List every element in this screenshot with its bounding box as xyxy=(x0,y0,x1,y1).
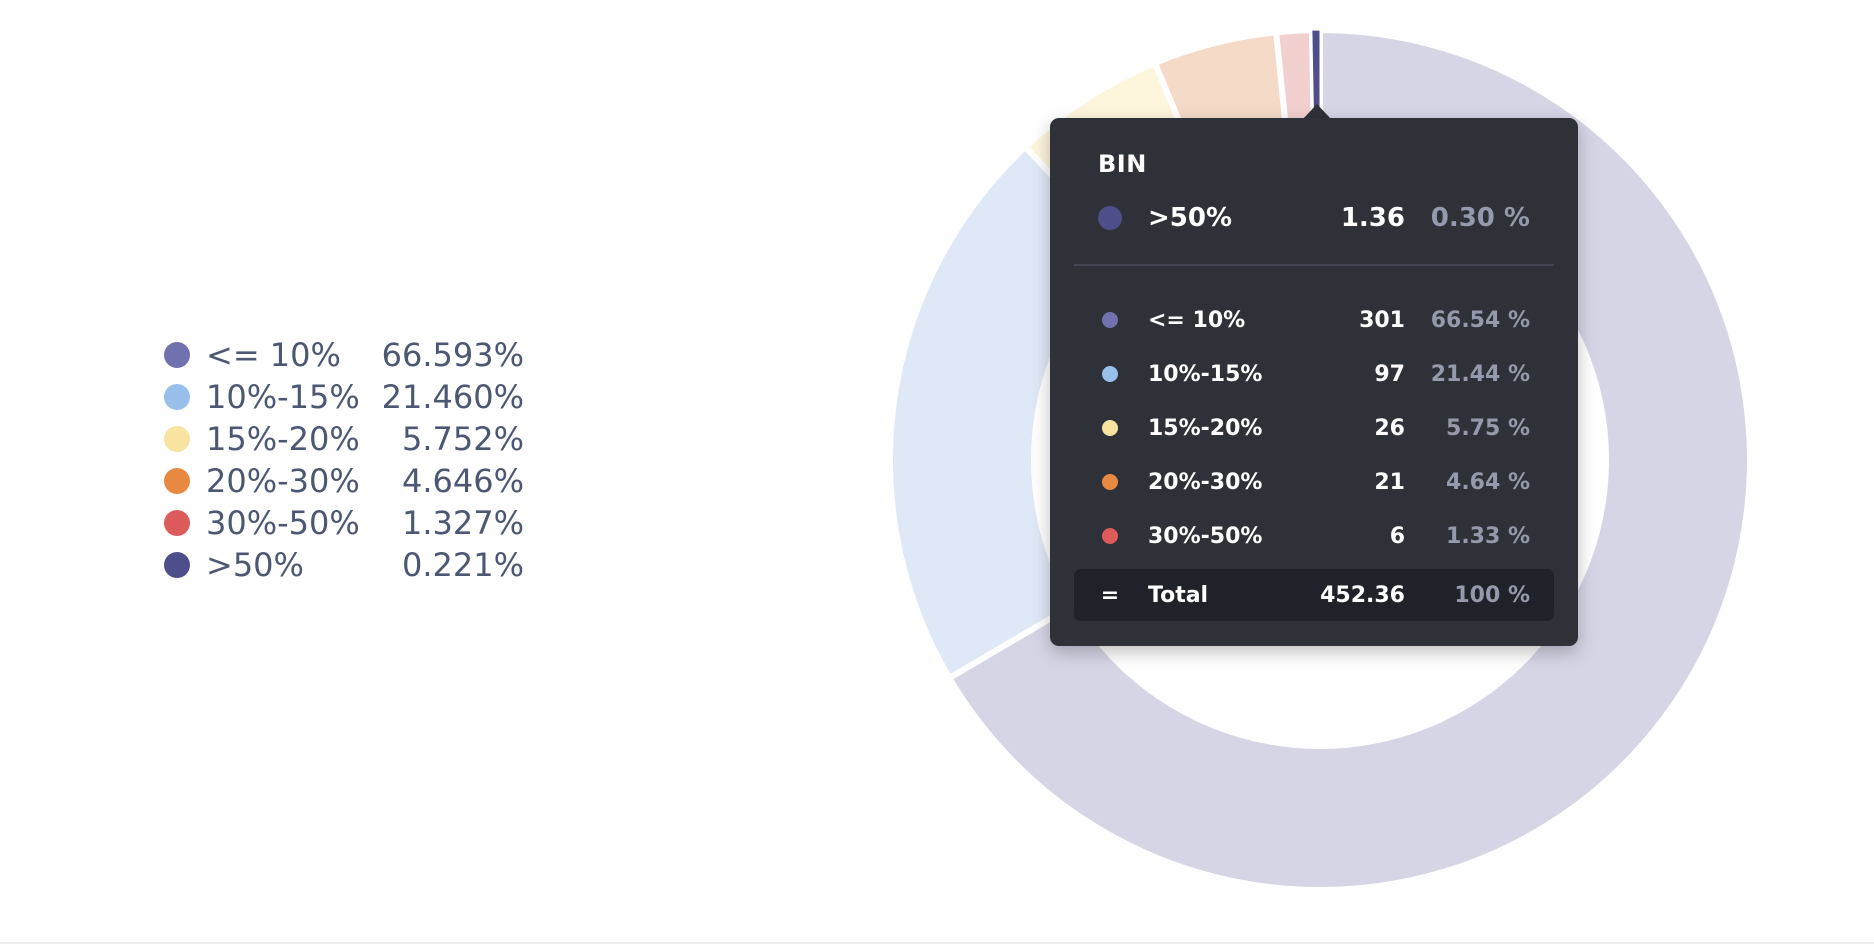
legend-swatch xyxy=(164,510,190,536)
tooltip-row-label: <= 10% xyxy=(1148,307,1246,333)
tooltip-total-row: = Total 452.36 100 % xyxy=(1098,580,1530,610)
legend-label: <= 10% xyxy=(206,336,341,374)
tooltip-row: 20%-30% 21 4.64 % xyxy=(1098,467,1530,497)
tooltip-active-label: >50% xyxy=(1148,203,1233,233)
tooltip-row: 15%-20% 26 5.75 % xyxy=(1098,413,1530,443)
legend-swatch xyxy=(164,468,190,494)
tooltip-row-label: 30%-50% xyxy=(1148,523,1263,549)
tooltip-swatch xyxy=(1098,206,1122,230)
tooltip-row-percent: 4.64 % xyxy=(1446,469,1530,495)
legend-swatch xyxy=(164,426,190,452)
tooltip-header: BIN xyxy=(1098,150,1147,178)
tooltip-row: 30%-50% 6 1.33 % xyxy=(1098,521,1530,551)
legend: <= 10% 66.593% 10%-15% 21.460% 15%-20% 5… xyxy=(164,334,524,586)
tooltip-row-value: 26 xyxy=(1374,415,1405,441)
tooltip-active-percent: 0.30 % xyxy=(1430,203,1530,233)
legend-item[interactable]: 30%-50% 1.327% xyxy=(164,502,524,544)
legend-label: >50% xyxy=(206,546,304,584)
tooltip-row-value: 301 xyxy=(1359,307,1405,333)
tooltip-row-label: 15%-20% xyxy=(1148,415,1263,441)
legend-item[interactable]: 20%-30% 4.646% xyxy=(164,460,524,502)
legend-label: 10%-15% xyxy=(206,378,360,416)
tooltip-total-value: 452.36 xyxy=(1320,582,1405,608)
legend-percent: 5.752% xyxy=(401,420,524,458)
tooltip-total-background xyxy=(1074,569,1554,621)
tooltip-row-percent: 66.54 % xyxy=(1430,307,1530,333)
tooltip-total-percent: 100 % xyxy=(1454,582,1530,608)
tooltip-row-percent: 5.75 % xyxy=(1446,415,1530,441)
tooltip-row-value: 6 xyxy=(1389,523,1405,549)
legend-percent: 0.221% xyxy=(401,546,524,584)
divider xyxy=(0,942,1874,944)
legend-percent: 21.460% xyxy=(381,378,524,416)
tooltip-swatch xyxy=(1102,366,1118,382)
legend-item[interactable]: 15%-20% 5.752% xyxy=(164,418,524,460)
tooltip-row-percent: 1.33 % xyxy=(1446,523,1530,549)
tooltip-total-label: Total xyxy=(1148,582,1209,608)
legend-percent: 4.646% xyxy=(401,462,524,500)
legend-swatch xyxy=(164,384,190,410)
legend-percent: 66.593% xyxy=(381,336,524,374)
legend-item[interactable]: <= 10% 66.593% xyxy=(164,334,524,376)
legend-swatch xyxy=(164,342,190,368)
legend-percent: 1.327% xyxy=(401,504,524,542)
tooltip-row-percent: 21.44 % xyxy=(1430,361,1530,387)
tooltip-swatch xyxy=(1102,312,1118,328)
tooltip-arrow xyxy=(1303,104,1331,119)
tooltip-row: 10%-15% 97 21.44 % xyxy=(1098,359,1530,389)
legend-label: 20%-30% xyxy=(206,462,360,500)
tooltip-swatch xyxy=(1102,474,1118,490)
legend-item[interactable]: >50% 0.221% xyxy=(164,544,524,586)
tooltip-row-label: 10%-15% xyxy=(1148,361,1263,387)
tooltip: BIN >50% 1.36 0.30 % <= 10% 301 66.54 % … xyxy=(1050,118,1578,646)
legend-swatch xyxy=(164,552,190,578)
tooltip-row-label: 20%-30% xyxy=(1148,469,1263,495)
tooltip-swatch xyxy=(1102,420,1118,436)
tooltip-active-row: >50% 1.36 0.30 % xyxy=(1098,200,1530,236)
legend-label: 15%-20% xyxy=(206,420,360,458)
tooltip-swatch xyxy=(1102,528,1118,544)
tooltip-row-value: 21 xyxy=(1374,469,1405,495)
legend-label: 30%-50% xyxy=(206,504,360,542)
tooltip-total-symbol: = xyxy=(1100,582,1120,608)
tooltip-row: <= 10% 301 66.54 % xyxy=(1098,305,1530,335)
tooltip-row-value: 97 xyxy=(1374,361,1405,387)
legend-item[interactable]: 10%-15% 21.460% xyxy=(164,376,524,418)
tooltip-active-value: 1.36 xyxy=(1340,203,1405,233)
tooltip-divider xyxy=(1074,264,1554,266)
